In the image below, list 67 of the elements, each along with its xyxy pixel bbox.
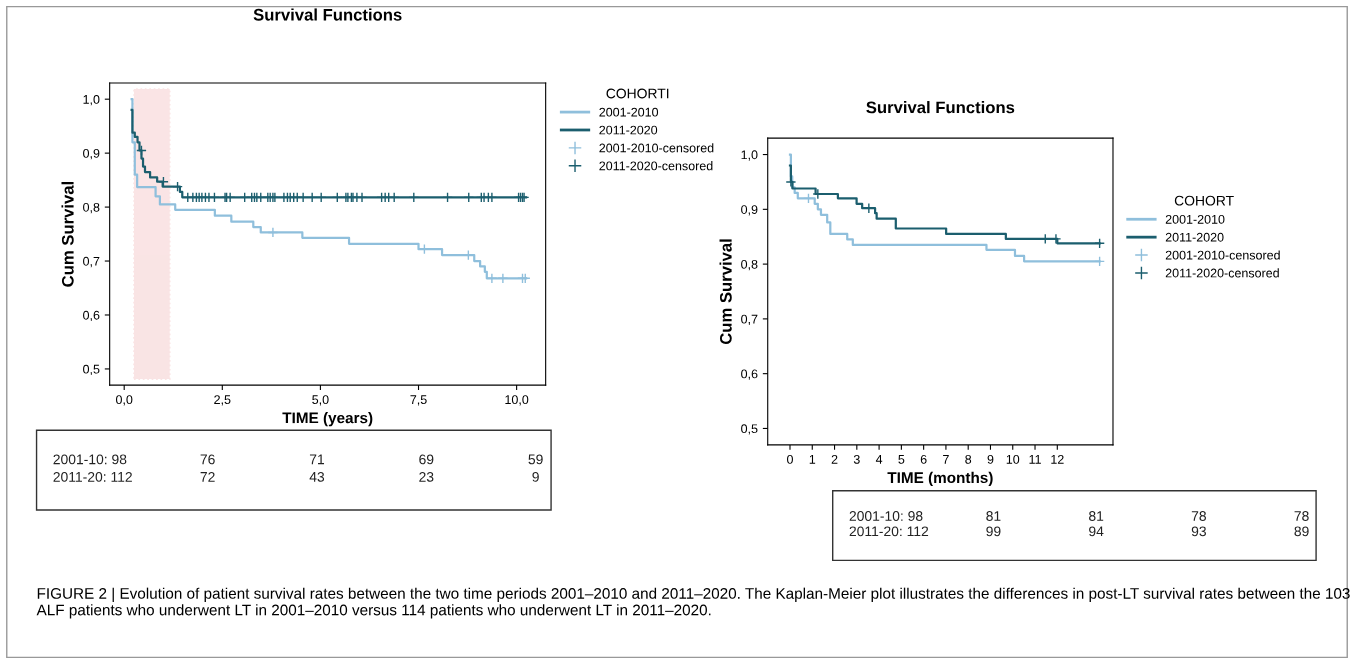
y-tick-label: 0,9: [741, 205, 758, 216]
legend-label: 2011-2020: [599, 125, 658, 135]
x-tick-label: 2,5: [214, 395, 231, 406]
text: 78: [1294, 511, 1309, 521]
legend-label: 2001-2010: [1165, 214, 1225, 224]
y-axis-title: Cum Survival: [719, 239, 732, 345]
x-tick-label: 8: [965, 454, 972, 464]
x-tick-label: 4: [875, 455, 883, 464]
text: 89: [1294, 526, 1309, 537]
x-tick-label: 11: [1029, 455, 1041, 464]
text: 81: [986, 511, 1001, 521]
x-axis-title: TIME (years): [282, 412, 373, 427]
legend-label: 2011-2020: [1165, 232, 1224, 242]
text: 94: [1089, 526, 1104, 537]
x-tick-label: 5,0: [312, 395, 329, 406]
x-tick-label: 9: [987, 454, 994, 464]
x-tick-label: 6: [920, 454, 927, 464]
x-tick-label: 7,5: [410, 395, 427, 406]
x-axis-title: TIME (months): [887, 471, 993, 487]
y-tick-label: 0,5: [741, 424, 758, 435]
text: 2011-20: 112: [849, 526, 929, 537]
text: 72: [200, 471, 215, 482]
y-tick-label: 0,6: [83, 310, 100, 322]
legend-label: 2011-2020-censored: [599, 161, 713, 171]
legend-label: 2001-2010: [599, 107, 659, 117]
x-tick-label: 0: [787, 454, 793, 464]
text: 2001-10: 98: [849, 511, 923, 521]
x-tick-label: 7: [943, 455, 949, 464]
x-tick-label: 10,0: [505, 395, 529, 406]
legend-title: COHORT: [1174, 195, 1234, 206]
y-tick-label: 0,8: [83, 202, 100, 214]
x-tick-label: 3: [853, 454, 860, 464]
y-tick-label: 0,7: [83, 256, 100, 268]
chart-title: Survival Functions: [253, 8, 402, 21]
chart-title: Survival Functions: [866, 101, 1015, 114]
text: 78: [1191, 511, 1206, 521]
legend-title: COHORTI: [606, 88, 669, 99]
text: 9: [532, 471, 539, 482]
y-tick-label: 0,7: [741, 314, 758, 326]
x-tick-label: 2: [831, 454, 838, 464]
y-tick-label: 1,0: [83, 94, 100, 106]
y-tick-label: 0,5: [83, 364, 100, 376]
text: 71: [309, 454, 325, 465]
text: 43: [309, 471, 325, 482]
x-tick-label: 5: [898, 455, 905, 464]
text: 2001-10: 98: [53, 454, 127, 465]
text: 76: [200, 454, 215, 465]
x-tick-label: 0,0: [115, 395, 133, 406]
y-tick-label: 0,6: [741, 369, 758, 380]
caption: FIGURE 2 | Evolution of patient survival rates between the two time periods 2001–2010 and 2011–2020. The Kaplan-Meier plot illustrates the differences in post-LT survival rates between the 103 ALF patients who underwent LT in 2001–2010 versus 114 patients who underwent LT in 2011–2020.: [36, 587, 1350, 619]
x-tick-label: 12: [1051, 454, 1064, 464]
legend-label: 2011-2020-censored: [1165, 268, 1279, 278]
text: 69: [419, 454, 434, 465]
legend-label: 2001-2010-censored: [1165, 250, 1280, 260]
y-tick-label: 0,9: [83, 148, 100, 160]
y-tick-label: 0,8: [741, 259, 758, 271]
legend-label: 2001-2010-censored: [599, 143, 714, 153]
text: 93: [1191, 526, 1206, 537]
text: 2011-20: 112: [53, 471, 132, 482]
y-tick-label: 1,0: [741, 150, 758, 161]
y-axis-title: Cum Survival: [61, 181, 74, 287]
x-tick-label: 1: [809, 455, 816, 464]
text: 23: [419, 471, 434, 482]
text: 99: [986, 526, 1001, 537]
x-tick-label: 10: [1006, 454, 1020, 464]
text: 81: [1089, 511, 1104, 521]
text: 59: [528, 454, 543, 465]
